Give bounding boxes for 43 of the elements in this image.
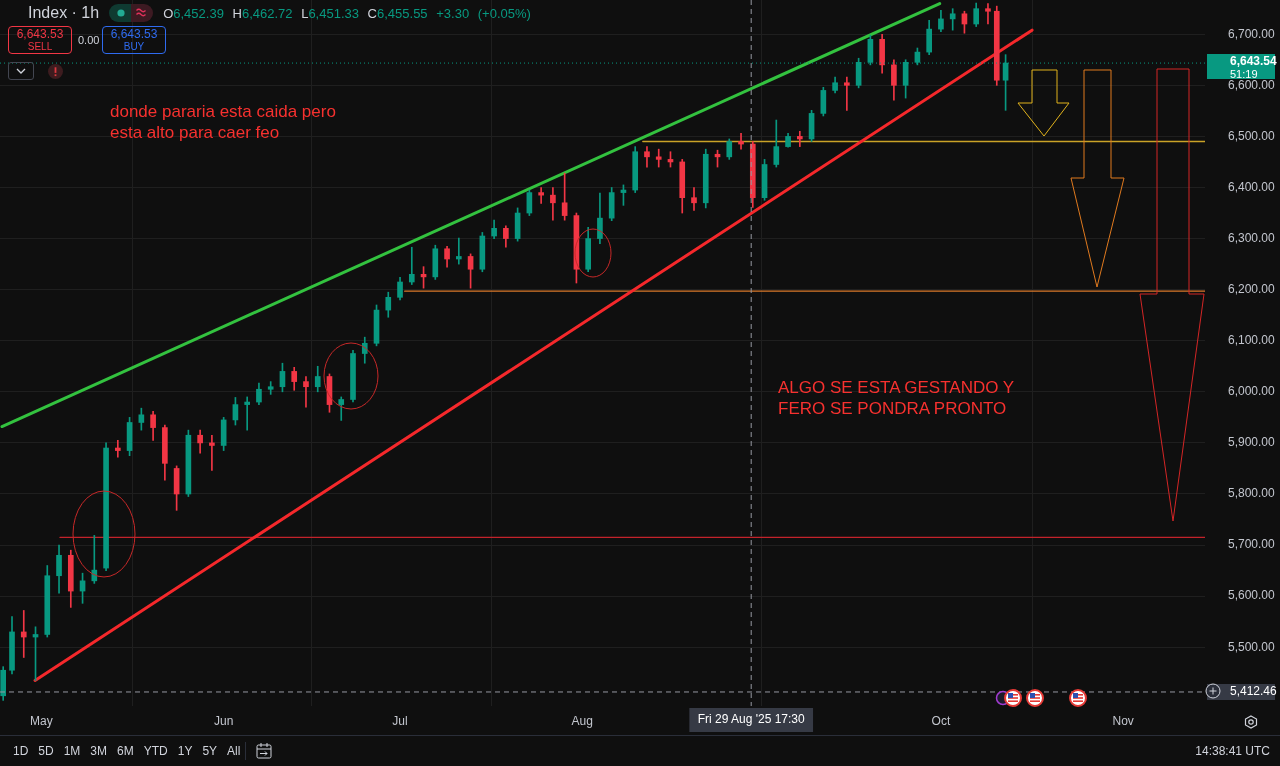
y-tick-label: 6,700.00 [1228, 26, 1276, 41]
annotation: donde pararia esta caida pero esta alto para caer feo [110, 101, 336, 143]
y-tick-label: 5,800.00 [1228, 486, 1276, 501]
text: 14:38:41 UTC [1195, 744, 1270, 758]
y-tick-label: 6,200.00 [1228, 281, 1276, 296]
x-tick-label: Nov [1112, 713, 1134, 728]
y-tick-label: 5,900.00 [1228, 435, 1276, 450]
y-tick-label: 6,100.00 [1228, 333, 1276, 348]
text: 5Y [202, 744, 218, 758]
x-tick-label: Oct [931, 713, 951, 728]
x-tick-label: May [30, 713, 53, 728]
ref-line-label: 5,412.46 [1230, 684, 1278, 699]
text: 51:19 [1207, 68, 1275, 80]
y-tick-label: 5,500.00 [1228, 639, 1276, 654]
text: 3M [90, 744, 108, 758]
text: O6,452.39 H6,462.72 L6,451.33 C6,455.55 +3.30 (+0.05%) [163, 5, 531, 21]
x-tick-label: Jul [392, 713, 408, 728]
y-tick-label: 5,700.00 [1228, 537, 1276, 552]
annotation: 6,643.53 [16, 27, 64, 41]
annotation: ALGO SE ESTA GESTANDO Y FERO SE PONDRA PRONTO [778, 377, 1015, 419]
buy-button: 6,643.53 BUY [102, 26, 166, 54]
y-tick-label: 6,500.00 [1228, 128, 1276, 143]
x-tick-label: Jun [213, 713, 234, 728]
annotation: SELL [27, 41, 53, 52]
text: 1M [63, 744, 81, 758]
y-tick-label: 6,300.00 [1228, 230, 1276, 245]
y-tick-label: 5,600.00 [1228, 588, 1276, 603]
y-tick-label: 6,000.00 [1228, 384, 1276, 399]
annotation: 6,643.53 [110, 27, 158, 41]
y-tick-label: 6,600.00 [1228, 77, 1276, 92]
text: 1D [13, 744, 29, 758]
sell-button: 6,643.53 SELL [8, 26, 72, 54]
x-tick-label: Aug [571, 713, 593, 728]
annotation: BUY [123, 41, 145, 52]
text: 1Y [177, 744, 193, 758]
chart-title: Index · 1h [28, 4, 100, 22]
text: 6M [117, 744, 134, 758]
annotation: 0.00 [78, 34, 100, 46]
y-tick-label: 6,400.00 [1228, 179, 1276, 194]
text: 5D [38, 744, 54, 758]
text: All [227, 744, 241, 758]
text: YTD [143, 744, 168, 758]
ref-line-label: Fri 29 Aug '25 17:30 [697, 712, 806, 727]
